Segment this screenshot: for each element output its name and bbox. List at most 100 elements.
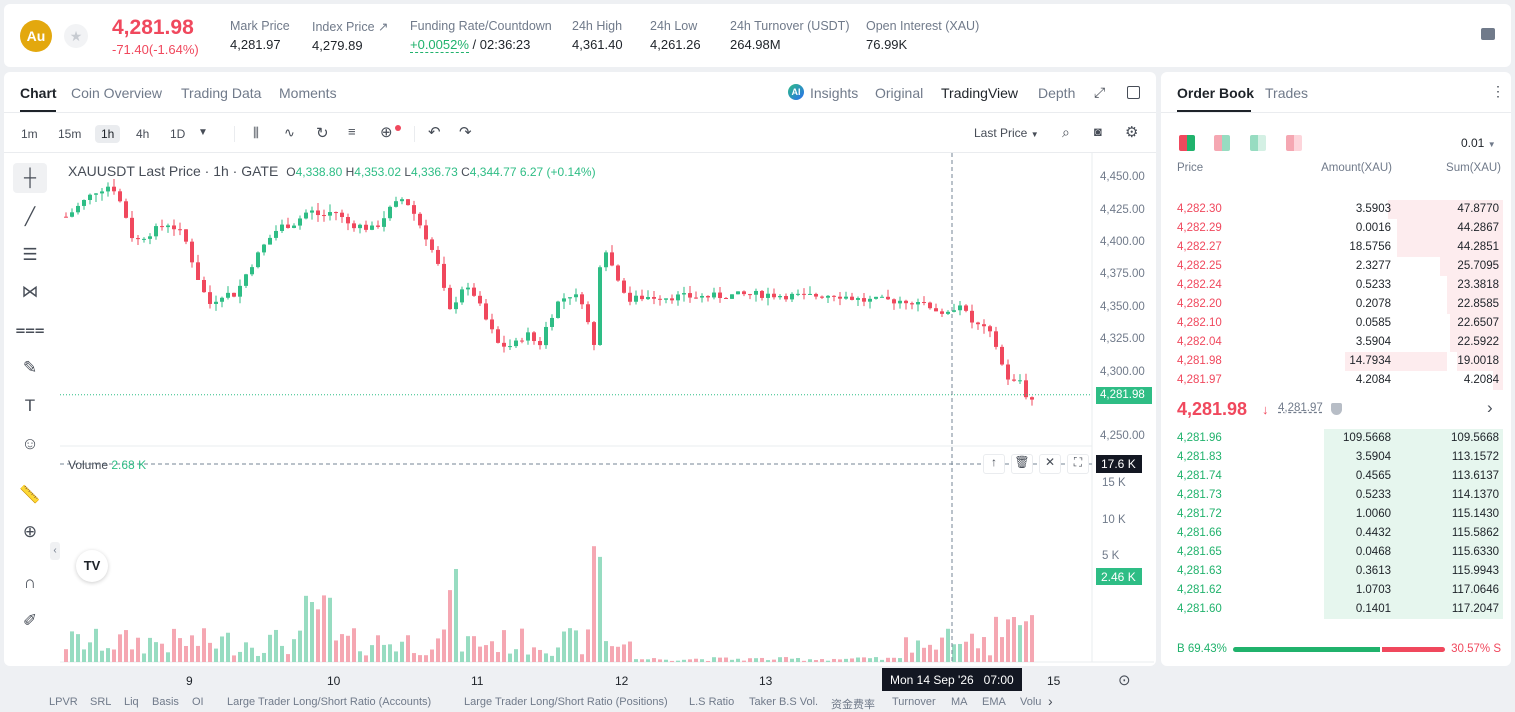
ask-row[interactable]: 4,282.29 0.0016 44.2867 [1161, 219, 1511, 238]
undo-icon[interactable]: ↶ [428, 124, 441, 141]
tab-insights[interactable]: Insights [810, 85, 859, 101]
magnet-tool-icon[interactable]: ∩ [23, 573, 37, 592]
tab-tradingview[interactable]: TradingView [941, 85, 1019, 101]
view-both-icon[interactable] [1179, 135, 1195, 151]
indicator-basis[interactable]: Basis [152, 696, 179, 708]
indicator-taker-vol[interactable]: Taker B.S Vol. [749, 696, 819, 708]
indicator-srl[interactable]: SRL [90, 696, 112, 708]
delete-icon[interactable]: 🗑 [1011, 454, 1033, 474]
tab-coin-overview[interactable]: Coin Overview [71, 85, 163, 101]
indicator-ls-ratio[interactable]: L.S Ratio [689, 696, 735, 708]
templates-icon[interactable]: ≡ [348, 124, 356, 139]
redo-icon[interactable]: ↷ [459, 124, 472, 141]
gear-icon[interactable]: ⚙ [1125, 124, 1139, 141]
ask-row[interactable]: 4,282.25 2.3277 25.7095 [1161, 257, 1511, 276]
ask-row[interactable]: 4,282.30 3.5903 47.8770 [1161, 200, 1511, 219]
chevron-right-icon[interactable]: › [1487, 398, 1493, 417]
indicators-icon[interactable]: ∿ [284, 125, 295, 140]
ask-row[interactable]: 4,281.97 4.2084 4.2084 [1161, 371, 1511, 390]
window-icon[interactable] [1127, 86, 1140, 99]
price-source-select[interactable]: Last Price ▼ [974, 126, 1039, 140]
candle [550, 317, 554, 327]
view-buy-icon[interactable] [1250, 135, 1266, 151]
stat-label: 24h Turnover (USDT) [730, 19, 850, 33]
view-bids-icon[interactable] [1214, 135, 1230, 151]
zoom-in-tool-icon[interactable]: ⊕ [22, 522, 38, 541]
bid-row[interactable]: 4,281.96 109.5668 109.5668 [1161, 429, 1511, 448]
bid-row[interactable]: 4,281.73 0.5233 114.1370 [1161, 486, 1511, 505]
indicator-ma[interactable]: MA [951, 696, 968, 708]
indicator-volume[interactable]: Volu [1020, 696, 1042, 708]
ask-row[interactable]: 4,282.24 0.5233 23.3818 [1161, 276, 1511, 295]
timeframe-1d[interactable]: 1D [170, 127, 186, 141]
tab-order-book[interactable]: Order Book [1177, 85, 1255, 101]
collapse-toolbar-icon[interactable]: ‹ [50, 542, 60, 560]
favorite-star-icon[interactable]: ★ [64, 24, 88, 48]
tradingview-logo-icon[interactable]: TV [76, 550, 108, 582]
ask-row[interactable]: 4,282.04 3.5904 22.5922 [1161, 333, 1511, 352]
ruler-tool-icon[interactable]: 📏 [19, 485, 41, 504]
trendline-tool-icon[interactable]: ╱ [24, 207, 36, 226]
pattern-tool-icon[interactable]: ⋈ [21, 282, 39, 301]
eraser-tool-icon[interactable]: ✐ [22, 611, 38, 630]
indicator-funding-rate[interactable]: 资金费率 [831, 699, 875, 711]
ask-row[interactable]: 4,282.20 0.2078 22.8585 [1161, 295, 1511, 314]
search-icon[interactable]: ⌕ [1062, 124, 1070, 140]
maximize-pane-icon[interactable]: ⛶ [1067, 454, 1089, 474]
tab-original[interactable]: Original [875, 85, 924, 101]
replay-icon[interactable]: ↻ [316, 125, 329, 142]
candle-type-icon[interactable]: ⫼ [253, 125, 259, 140]
precision-select[interactable]: 0.01 ▼ [1461, 136, 1496, 150]
shield-icon[interactable] [1331, 403, 1342, 415]
candlestick-chart[interactable] [4, 72, 1156, 666]
chevron-right-icon[interactable]: › [1048, 693, 1053, 709]
add-indicator-icon[interactable]: ⊕ [380, 124, 393, 141]
indicator-oi[interactable]: OI [192, 696, 204, 708]
horizontal-lines-tool-icon[interactable]: ☰ [22, 245, 38, 264]
bid-row[interactable]: 4,281.72 1.0060 115.1430 [1161, 505, 1511, 524]
book-icon[interactable] [1481, 28, 1495, 40]
ask-row[interactable]: 4,282.10 0.0585 22.6507 [1161, 314, 1511, 333]
indicator-ls-positions[interactable]: Large Trader Long/Short Ratio (Positions… [464, 696, 668, 708]
move-up-icon[interactable]: ↑ [983, 454, 1005, 474]
fib-tool-icon[interactable]: ⩶ [15, 320, 45, 339]
more-icon[interactable]: ⋮ [1491, 83, 1505, 99]
stat-index-price[interactable]: Index Price ↗ 4,279.89 [312, 19, 388, 53]
timeframe-1h[interactable]: 1h [95, 125, 121, 143]
timeframe-4h[interactable]: 4h [136, 127, 150, 141]
chart-settings-icon[interactable]: ⊙ [1118, 672, 1131, 689]
tab-trading-data[interactable]: Trading Data [181, 85, 262, 101]
timeframe-dropdown-icon[interactable]: ▼ [198, 127, 208, 138]
timeframe-15m[interactable]: 15m [58, 127, 82, 141]
bid-row[interactable]: 4,281.60 0.1401 117.2047 [1161, 600, 1511, 619]
indicator-ema[interactable]: EMA [982, 696, 1006, 708]
ask-row[interactable]: 4,281.98 14.7934 19.0018 [1161, 352, 1511, 371]
brush-tool-icon[interactable]: ✎ [22, 358, 38, 377]
tab-moments[interactable]: Moments [279, 85, 337, 101]
collapse-pane-icon[interactable]: ✕ [1039, 454, 1061, 474]
bid-row[interactable]: 4,281.62 1.0703 117.0646 [1161, 581, 1511, 600]
insights-icon[interactable]: AI [788, 84, 804, 100]
bid-row[interactable]: 4,281.74 0.4565 113.6137 [1161, 467, 1511, 486]
bid-row[interactable]: 4,281.83 3.5904 113.1572 [1161, 448, 1511, 467]
tab-chart[interactable]: Chart [20, 85, 57, 101]
indicator-liq[interactable]: Liq [124, 696, 139, 708]
indicator-turnover[interactable]: Turnover [892, 696, 936, 708]
crosshair-tool-icon[interactable]: ┼ [13, 163, 47, 193]
ask-row[interactable]: 4,282.27 18.5756 44.2851 [1161, 238, 1511, 257]
candle [1006, 364, 1010, 380]
bid-row[interactable]: 4,281.63 0.3613 115.9943 [1161, 562, 1511, 581]
text-tool-icon[interactable]: T [24, 396, 36, 415]
tab-trades[interactable]: Trades [1265, 85, 1309, 101]
bid-row[interactable]: 4,281.66 0.4432 115.5862 [1161, 524, 1511, 543]
indicator-ls-accounts[interactable]: Large Trader Long/Short Ratio (Accounts) [227, 696, 432, 708]
timeframe-1m[interactable]: 1m [21, 127, 38, 141]
camera-icon[interactable]: ◙ [1094, 124, 1102, 139]
expand-icon[interactable]: ⤢ [1094, 84, 1106, 100]
bid-row[interactable]: 4,281.65 0.0468 115.6330 [1161, 543, 1511, 562]
tab-depth[interactable]: Depth [1038, 85, 1076, 101]
view-sell-icon[interactable] [1286, 135, 1302, 151]
buy-ratio-label: B 69.43% [1177, 643, 1227, 655]
indicator-lpvr[interactable]: LPVR [49, 696, 78, 708]
emoji-tool-icon[interactable]: ☺ [21, 434, 39, 453]
